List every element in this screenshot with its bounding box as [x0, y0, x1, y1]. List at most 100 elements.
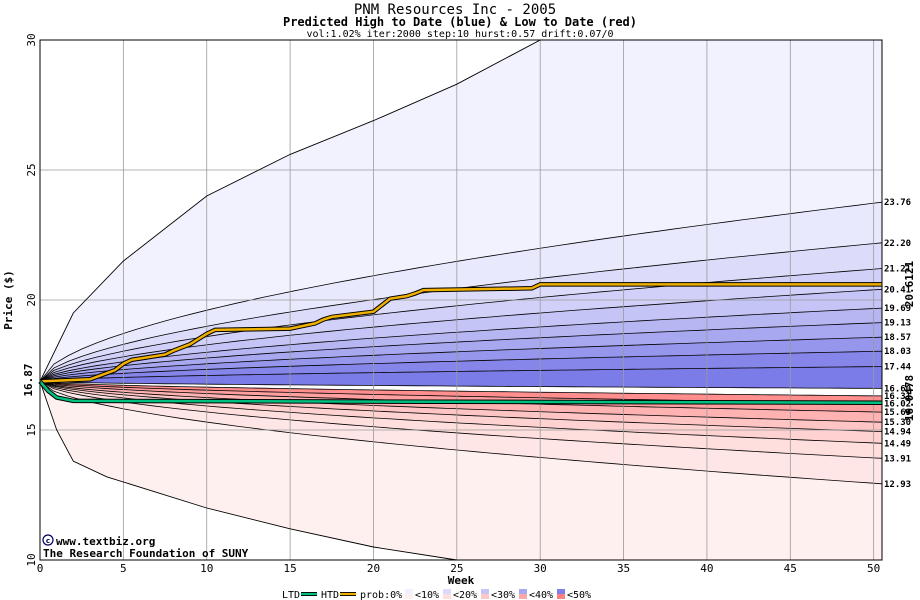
axis-ticks: 0 5 10 15 20 25 30 35 40 45 50 10 15 20 25 30: [25, 33, 880, 575]
upper-band-area: [40, 268, 882, 382]
x-tick-label: 25: [450, 562, 463, 575]
x-tick-label: 20: [367, 562, 380, 575]
band-end-label: 15.30: [884, 418, 911, 428]
legend-label: <10%: [415, 590, 439, 600]
legend-label: <40%: [529, 590, 553, 600]
band-line: [39, 381, 883, 389]
x-tick-label: 15: [283, 562, 296, 575]
upper-band-area: [40, 366, 882, 389]
ltd-line: [39, 380, 883, 404]
y-axis-label: Price ($): [2, 270, 15, 330]
band-end-label: 13.91: [884, 454, 911, 464]
lower-envelope-line: [39, 381, 457, 561]
band-end-label: 12.93: [884, 480, 911, 490]
band-line: [39, 322, 883, 382]
x-axis-label: Week: [448, 574, 475, 587]
upper-band-area: [40, 351, 882, 382]
upper-band-area: [40, 202, 882, 382]
band-end-label: 19.13: [884, 319, 911, 329]
band-end-label: 18.57: [884, 333, 911, 343]
legend-swatch-lower: [519, 594, 527, 599]
htd-final-label: 20.6121: [903, 260, 916, 307]
upper-band-area: [40, 40, 882, 382]
lower-band-area: [40, 381, 882, 423]
legend-label: <50%: [567, 590, 591, 600]
series-lines: [38, 282, 883, 405]
y-tick-label: 15: [25, 423, 38, 436]
legend-swatch-lower: [481, 594, 489, 599]
upper-envelope-line: [39, 39, 541, 382]
upper-band-area: [40, 242, 882, 382]
legend-label: prob:0%: [360, 590, 402, 600]
legend-swatch-upper: [519, 589, 527, 594]
htd-line: [39, 283, 882, 383]
band-end-label: 21.21: [884, 265, 911, 275]
legend-swatch-upper: [557, 589, 565, 594]
chart-title: PNM Resources Inc - 2005: [354, 2, 556, 18]
y-tick-label: 10: [25, 553, 38, 566]
chart-subtitle: Predicted High to Date (blue) & Low to D…: [283, 15, 637, 29]
band-line: [39, 381, 883, 485]
lower-band-area: [40, 381, 882, 459]
y-tick-label: 30: [25, 33, 38, 46]
plot-frame: [39, 39, 883, 561]
legend: LTD HTD prob:0% <10% <20% <30% <40% <50%: [282, 589, 591, 600]
legend-swatch-upper: [481, 589, 489, 594]
legend-swatch-lower: [405, 594, 413, 599]
x-tick-label: 0: [37, 562, 44, 575]
band-line: [39, 350, 883, 382]
band-end-label: 19.69: [884, 304, 911, 314]
watermark-url: www.textbiz.org: [56, 535, 155, 548]
upper-band-area: [40, 322, 882, 382]
band-end-label: 16.60: [884, 384, 911, 394]
band-end-label: 17.44: [884, 363, 912, 373]
lower-band-area: [40, 381, 882, 432]
band-line: [39, 201, 883, 382]
legend-swatch-upper: [405, 589, 413, 594]
start-price-label: 16.87: [22, 363, 35, 396]
legend-label: <30%: [491, 590, 515, 600]
lower-band-area: [40, 381, 882, 484]
band-line: [39, 336, 883, 382]
lower-band-area: [40, 381, 882, 404]
legend-swatch-lower: [557, 594, 565, 599]
band-line: [39, 268, 883, 382]
legend-label: HTD: [321, 590, 339, 600]
grid-lines: [40, 40, 882, 560]
band-line: [39, 307, 883, 382]
watermark: c www.textbiz.org The Research Foundatio…: [42, 534, 249, 560]
band-end-label: 23.76: [884, 198, 911, 208]
band-end-label: 15.69: [884, 408, 911, 418]
lower-band-area: [40, 381, 882, 560]
band-end-labels: 23.76 22.20 21.21 20.41 19.69 19.13 18.57 18.03…: [884, 198, 912, 490]
lower-band-area: [40, 381, 882, 444]
band-line: [39, 381, 883, 444]
x-tick-label: 10: [200, 562, 213, 575]
x-tick-label: 5: [120, 562, 127, 575]
upper-band-area: [40, 289, 882, 382]
outer-envelope-lines: [39, 39, 541, 561]
band-line: [39, 366, 883, 382]
band-end-label: 14.94: [884, 428, 912, 438]
band-line: [39, 381, 883, 397]
upper-band-area: [40, 337, 882, 382]
band-end-label: 16.02: [884, 399, 911, 409]
upper-band-area: [40, 308, 882, 382]
x-tick-label: 50: [867, 562, 880, 575]
copyright-icon-glyph: c: [46, 537, 50, 545]
chart-params: vol:1.02% iter:2000 step:10 hurst:0.57 d…: [306, 29, 613, 40]
ltd-final-label: 16.0478: [903, 375, 916, 421]
x-tick-label: 30: [534, 562, 547, 575]
band-line: [39, 381, 883, 423]
band-end-label: 22.20: [884, 239, 911, 249]
x-tick-label: 40: [700, 562, 713, 575]
legend-swatch-lower: [443, 594, 451, 599]
copyright-icon: [42, 534, 54, 546]
x-tick-label: 45: [784, 562, 797, 575]
band-end-label: 16.31: [884, 392, 911, 402]
x-tick-label: 35: [617, 562, 630, 575]
band-end-label: 14.49: [884, 439, 911, 449]
legend-swatch-upper: [443, 589, 451, 594]
band-end-label: 20.41: [884, 285, 911, 295]
